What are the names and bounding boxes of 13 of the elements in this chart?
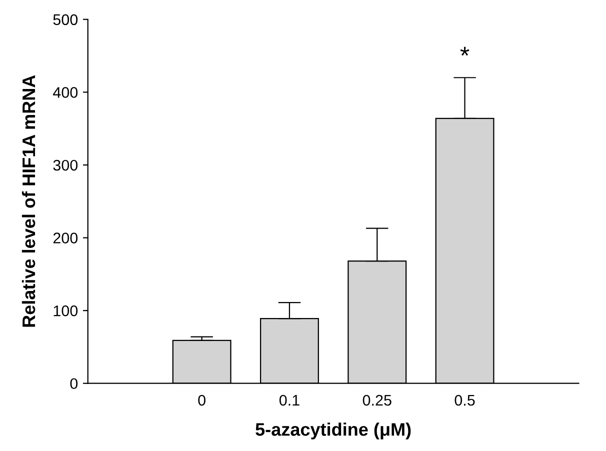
x-tick-label: 0.1 [279,394,300,406]
x-axis-title: 5-azacytidine (μM) [256,422,411,440]
y-tick-label: 100 [54,305,78,316]
y-axis-title: Relative level of HIF1A mRNA [22,75,36,327]
x-tick-label: 0.25 [362,394,392,406]
y-tick-label: 200 [53,232,78,244]
y-tick-label: 300 [53,160,78,171]
y-tick-label: 500 [53,14,78,26]
y-tick-label: 400 [53,87,78,98]
y-tick-label: 0 [70,378,78,390]
x-tick-label: 0.5 [454,394,475,406]
x-tick-label: 0 [198,394,206,406]
annotation: * [460,46,470,56]
